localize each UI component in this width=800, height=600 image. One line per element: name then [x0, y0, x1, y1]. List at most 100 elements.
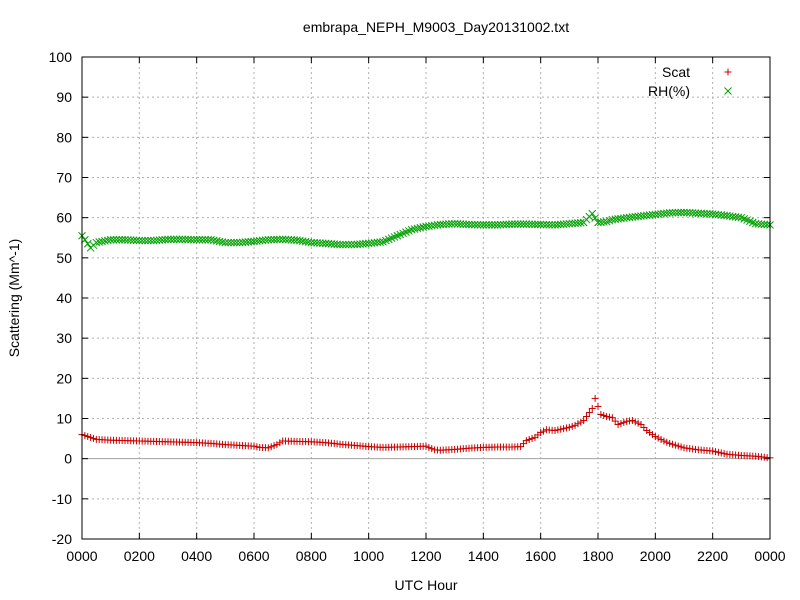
data-point: [84, 432, 92, 440]
legend-label-scat: Scat: [662, 64, 690, 80]
legend-marker-cross: [724, 87, 732, 95]
data-point: [115, 235, 124, 244]
data-point: [568, 422, 576, 430]
data-point: [81, 235, 89, 244]
data-point: [599, 218, 608, 226]
y-tick-label: 10: [56, 411, 72, 427]
data-point: [663, 438, 671, 446]
data-point: [273, 235, 281, 244]
data-point: [439, 220, 448, 229]
data-point: [554, 426, 562, 434]
x-tick-label: 1400: [468, 548, 499, 564]
data-point: [657, 436, 665, 444]
data-point: [287, 235, 296, 244]
data-point: [560, 425, 568, 433]
data-point: [132, 236, 141, 245]
data-point: [273, 441, 281, 449]
data-point: [669, 440, 677, 448]
data-point: [594, 402, 602, 410]
data-point: [617, 419, 625, 427]
data-point: [525, 436, 533, 444]
y-tick-label: 0: [64, 451, 72, 467]
y-tick-label: 40: [56, 290, 72, 306]
data-point: [602, 217, 611, 226]
data-point: [597, 410, 605, 418]
data-point: [410, 225, 419, 233]
data-point: [574, 420, 582, 428]
data-point: [528, 434, 536, 442]
x-tick-label: 2200: [697, 548, 728, 564]
data-point: [129, 236, 138, 245]
data-point: [224, 238, 233, 247]
data-point: [703, 209, 711, 218]
data-point: [135, 236, 144, 245]
data-point: [307, 238, 316, 247]
y-tick-label: 50: [56, 250, 72, 266]
data-point: [106, 235, 115, 244]
x-tick-label: 0000: [66, 548, 97, 564]
data-point: [583, 412, 591, 420]
series-scat: [78, 394, 774, 462]
data-point: [683, 208, 691, 217]
data-point: [516, 220, 525, 228]
data-point: [278, 235, 287, 244]
data-point: [651, 433, 659, 441]
data-point: [167, 235, 175, 244]
data-point: [141, 236, 149, 245]
data-point: [536, 220, 545, 229]
data-point: [585, 408, 593, 416]
data-point: [519, 220, 528, 228]
data-point: [462, 220, 470, 229]
data-point: [499, 220, 508, 229]
data-point: [428, 445, 436, 453]
data-point: [631, 418, 639, 426]
data-point: [169, 235, 178, 244]
data-point: [537, 429, 545, 437]
data-point: [519, 440, 527, 448]
data-point: [694, 209, 703, 218]
data-point: [591, 394, 599, 402]
x-tick-label: 1000: [353, 548, 384, 564]
data-point: [485, 221, 493, 229]
data-point: [717, 449, 725, 457]
data-point: [118, 235, 126, 244]
data-point: [376, 238, 384, 246]
x-tick-label: 0000: [754, 548, 785, 564]
data-point: [138, 236, 147, 245]
data-point: [264, 235, 273, 244]
y-tick-label: 80: [56, 129, 72, 145]
data-point: [580, 417, 588, 425]
data-point: [720, 450, 728, 458]
data-point: [201, 235, 210, 244]
data-point: [250, 442, 258, 450]
data-point: [453, 219, 462, 228]
data-point: [508, 220, 516, 228]
data-point: [465, 220, 473, 229]
data-point: [671, 208, 680, 217]
data-point: [734, 213, 743, 222]
data-point: [505, 220, 513, 229]
data-point: [270, 442, 278, 450]
data-point: [680, 208, 688, 217]
data-point: [407, 225, 416, 234]
x-tick-label: 0200: [124, 548, 155, 564]
data-point: [660, 437, 668, 445]
data-point: [336, 240, 344, 249]
data-point: [562, 424, 570, 432]
data-point: [671, 441, 679, 449]
data-point: [161, 235, 169, 244]
data-point: [600, 411, 608, 419]
data-point: [542, 220, 551, 229]
data-point: [341, 240, 350, 249]
y-tick-label: 70: [56, 170, 72, 186]
data-point: [87, 433, 95, 441]
data-point: [496, 220, 505, 229]
data-point: [267, 443, 275, 451]
y-tick-label: 100: [49, 49, 73, 65]
data-point: [178, 235, 187, 244]
data-point: [611, 417, 619, 425]
data-point: [577, 418, 585, 426]
data-point: [533, 220, 542, 229]
legend-marker-scat: [724, 68, 732, 76]
data-point: [685, 208, 694, 217]
